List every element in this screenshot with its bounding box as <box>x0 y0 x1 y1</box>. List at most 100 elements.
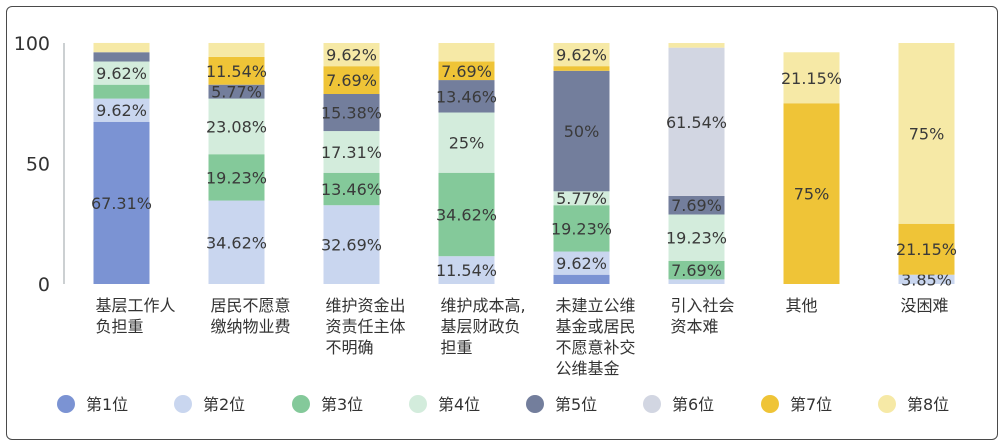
category-label: 维护成本高, <box>441 296 526 315</box>
bar-segment <box>783 103 840 284</box>
legend-marker <box>57 395 75 413</box>
bar-segment <box>323 66 380 94</box>
data-label: 5.77% <box>556 189 607 208</box>
data-label: 7.69% <box>671 261 722 280</box>
data-label: 11.54% <box>206 62 267 81</box>
data-label: 5.77% <box>211 83 262 102</box>
bar-segment <box>668 214 725 261</box>
category-label: 引入社会 <box>671 296 735 315</box>
legend-marker <box>878 395 896 413</box>
y-tick-label: 50 <box>26 154 50 176</box>
bar-segment <box>438 43 495 62</box>
category-label: 基层工作人 <box>96 296 176 315</box>
legend-marker <box>643 395 661 413</box>
data-label: 9.62% <box>96 101 147 120</box>
bar-segment <box>553 191 610 206</box>
data-label: 67.31% <box>91 194 152 213</box>
data-label: 25% <box>449 134 485 153</box>
bar-segment <box>438 61 495 81</box>
data-label: 9.62% <box>326 46 377 65</box>
bar-segment <box>553 70 610 192</box>
data-label: 9.62% <box>556 46 607 65</box>
data-label: 61.54% <box>666 113 727 132</box>
bar-segment <box>323 93 380 132</box>
bar-segment <box>553 66 610 71</box>
category-label: 基层财政负 <box>441 317 521 336</box>
category-label: 居民不愿意 <box>211 296 291 315</box>
data-label: 19.23% <box>666 229 727 248</box>
bar-segment <box>438 112 495 173</box>
bar-segment <box>898 274 955 284</box>
category-label: 资责任主体 <box>326 317 406 336</box>
bar-segment <box>553 42 610 67</box>
category-label: 担重 <box>441 338 473 357</box>
bar-segment <box>668 195 725 215</box>
data-label: 19.23% <box>551 219 612 238</box>
legend-entry: 第7位 <box>790 395 832 414</box>
bar-segment <box>438 172 495 257</box>
category-label: 不愿意补交 <box>556 338 636 357</box>
bar-segment <box>323 43 380 67</box>
legend-entry: 第8位 <box>907 395 949 414</box>
data-label: 21.15% <box>896 240 957 259</box>
data-label: 50% <box>564 122 600 141</box>
data-label: 34.62% <box>436 205 497 224</box>
bar-segment <box>323 131 380 173</box>
data-label: 7.69% <box>671 196 722 215</box>
bar-segment <box>208 154 265 201</box>
bar-segment <box>668 47 725 196</box>
data-label: 9.62% <box>96 64 147 83</box>
category-label: 缴纳物业费 <box>211 317 291 336</box>
bar-segment <box>208 200 265 284</box>
data-label: 9.62% <box>556 254 607 273</box>
bar-segment <box>668 260 725 280</box>
bar-segment <box>438 256 495 284</box>
legend-entry: 第6位 <box>672 395 714 414</box>
data-label: 19.23% <box>206 168 267 187</box>
category-label: 公维基金 <box>556 359 620 378</box>
bar-segment <box>553 251 610 275</box>
bar-segment <box>438 80 495 113</box>
bar-segment <box>93 84 150 99</box>
category-label: 基金或居民 <box>556 317 636 336</box>
bar-segment <box>208 42 265 57</box>
data-label: 15.38% <box>321 104 382 123</box>
legend-entry: 第4位 <box>438 395 480 414</box>
category-label: 资本难 <box>671 317 719 336</box>
bar-segment <box>898 43 955 224</box>
data-label: 17.31% <box>321 143 382 162</box>
legend-marker <box>409 395 427 413</box>
data-label: 13.46% <box>436 87 497 106</box>
bar-segment <box>93 61 150 85</box>
legend-marker <box>761 395 779 413</box>
legend-marker <box>292 395 310 413</box>
bar-segment <box>93 52 150 62</box>
legend-marker <box>174 395 192 413</box>
bar-segment <box>668 279 725 284</box>
bar-segment <box>208 84 265 99</box>
legend-entry: 第5位 <box>555 395 597 414</box>
category-label: 维护资金出 <box>326 296 406 315</box>
legend-entry: 第1位 <box>86 395 128 414</box>
data-label: 3.85% <box>901 270 952 289</box>
bar-segment <box>208 56 265 85</box>
category-label: 负担重 <box>96 317 144 336</box>
category-label: 未建立公维 <box>556 296 636 315</box>
bar-segment <box>553 274 610 284</box>
legend-entry: 第2位 <box>203 395 245 414</box>
data-label: 13.46% <box>321 180 382 199</box>
bar-segment <box>323 172 380 206</box>
legend-entry: 第3位 <box>321 395 363 414</box>
y-tick-label: 100 <box>14 33 50 55</box>
category-label: 没困难 <box>901 296 949 315</box>
chart-frame <box>6 6 998 440</box>
data-label: 32.69% <box>321 236 382 255</box>
data-label: 75% <box>909 124 945 143</box>
bar-segment <box>783 52 840 104</box>
data-label: 21.15% <box>781 69 842 88</box>
data-label: 7.69% <box>441 62 492 81</box>
y-tick-label: 0 <box>38 274 50 296</box>
data-label: 11.54% <box>436 261 497 280</box>
legend-marker <box>526 395 544 413</box>
